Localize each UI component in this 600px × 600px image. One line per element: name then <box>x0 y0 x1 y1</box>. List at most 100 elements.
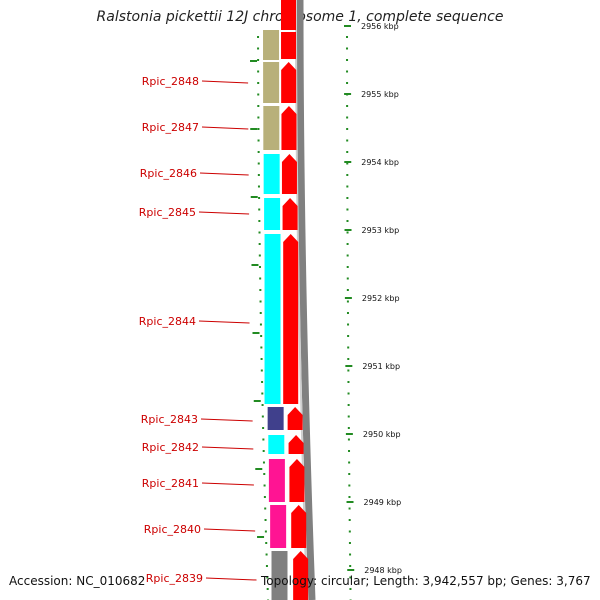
ruler-tick <box>347 369 350 372</box>
ruler-tick <box>257 82 260 84</box>
gene-arrow <box>287 407 303 430</box>
color-block <box>263 154 280 194</box>
ruler-tick <box>257 139 260 142</box>
ruler-tick <box>349 588 352 590</box>
gene-arrow <box>293 551 309 600</box>
ruler-tick <box>257 151 260 153</box>
ruler-tick <box>265 542 268 544</box>
ruler-tick <box>346 185 349 188</box>
gene-label: Rpic_2845 <box>139 206 196 219</box>
color-block <box>263 106 280 150</box>
kbp-major-tick <box>345 433 353 435</box>
gene-label: Rpic_2848 <box>142 75 199 88</box>
ruler-tick <box>347 392 350 395</box>
gene-label-leader <box>198 320 250 324</box>
genome-info-text: Topology: circular; Length: 3,942,557 bp… <box>261 574 591 588</box>
ruler-tick <box>347 323 350 326</box>
ruler-tick <box>346 162 349 165</box>
ruler-tick <box>262 461 265 464</box>
block-major-tick <box>250 128 258 130</box>
gene-label-layer: Rpic_2848 Rpic_2847 Rpic_2846 Rpic_2845 Rpic… <box>139 75 257 585</box>
ruler-tick <box>348 473 351 475</box>
ruler-tick <box>348 461 351 464</box>
ruler-tick <box>346 197 349 199</box>
ruler-tick <box>265 565 268 567</box>
ruler-tick <box>261 392 264 395</box>
ruler-tick <box>347 404 350 406</box>
ruler-tick <box>257 128 260 130</box>
ruler-tick <box>348 484 351 487</box>
gene-label-leader <box>201 446 254 450</box>
ruler-tick <box>259 323 262 326</box>
ruler-tick <box>257 47 260 50</box>
ruler-tick <box>348 450 351 452</box>
color-block-track <box>263 30 288 600</box>
ruler-tick <box>346 82 349 84</box>
ruler-tick <box>258 254 261 257</box>
ruler-tick <box>259 312 262 314</box>
ruler-tick-track <box>257 36 352 600</box>
ruler-tick <box>258 208 261 211</box>
ruler-tick <box>346 289 349 291</box>
gene-label: Rpic_2844 <box>139 315 196 328</box>
gene-arrow <box>283 234 299 404</box>
ruler-tick <box>347 427 350 429</box>
gene-label: Rpic_2841 <box>142 477 199 490</box>
ruler-tick <box>346 300 349 303</box>
color-block <box>270 505 287 548</box>
ruler-tick <box>260 346 263 349</box>
ruler-tick <box>347 335 350 337</box>
ruler-tick <box>263 484 266 487</box>
block-major-tick <box>252 332 260 334</box>
gene-arrow-partial <box>281 32 297 59</box>
block-major-tick <box>250 60 258 62</box>
block-major-tick <box>255 468 263 470</box>
ruler-tick <box>347 358 350 360</box>
kbp-major-tick <box>347 569 355 571</box>
ruler-tick <box>258 220 261 222</box>
gene-label-leader <box>198 211 250 215</box>
ruler-tick <box>264 519 267 521</box>
ruler-tick <box>349 576 352 579</box>
ruler-tick <box>348 507 351 510</box>
gene-label: Rpic_2847 <box>142 121 199 134</box>
kbp-scale-label: 2956 kbp <box>361 22 399 31</box>
ruler-tick <box>346 231 349 234</box>
accession-text: Accession: NC_010682 <box>9 574 146 588</box>
gene-label: Rpic_2840 <box>144 523 201 536</box>
gene-arrow-track <box>281 0 309 600</box>
ruler-tick <box>257 105 260 107</box>
ruler-tick <box>346 36 349 38</box>
ruler-tick <box>259 289 262 291</box>
ruler-tick <box>346 151 349 153</box>
block-major-tick <box>257 536 265 538</box>
ruler-tick <box>346 243 349 245</box>
ruler-tick <box>258 243 261 245</box>
kbp-major-tick <box>344 93 352 95</box>
gene-arrow-partial <box>281 0 296 30</box>
kbp-scale-label: 2952 kbp <box>362 294 400 303</box>
ruler-tick <box>260 358 263 360</box>
ruler-tick <box>257 59 260 61</box>
gene-label-leader <box>199 172 249 176</box>
ruler-tick <box>346 70 349 73</box>
block-major-tick <box>250 196 258 198</box>
ruler-tick <box>349 565 352 567</box>
ruler-tick <box>346 128 349 130</box>
gene-label-leader <box>205 577 257 581</box>
ruler-tick <box>265 553 268 556</box>
ruler-tick <box>258 266 261 268</box>
ruler-tick <box>346 254 349 257</box>
gene-label: Rpic_2839 <box>146 572 203 585</box>
block-major-tick <box>253 400 261 402</box>
ruler-tick <box>346 59 349 61</box>
kbp-scale-label: 2951 kbp <box>362 362 400 371</box>
ruler-tick <box>257 185 260 188</box>
gene-arrow <box>281 106 297 150</box>
ruler-tick <box>348 496 351 498</box>
ruler-tick <box>346 47 349 50</box>
kbp-major-tick <box>344 297 352 299</box>
ruler-tick <box>346 116 349 119</box>
gene-label-leader <box>201 482 254 486</box>
